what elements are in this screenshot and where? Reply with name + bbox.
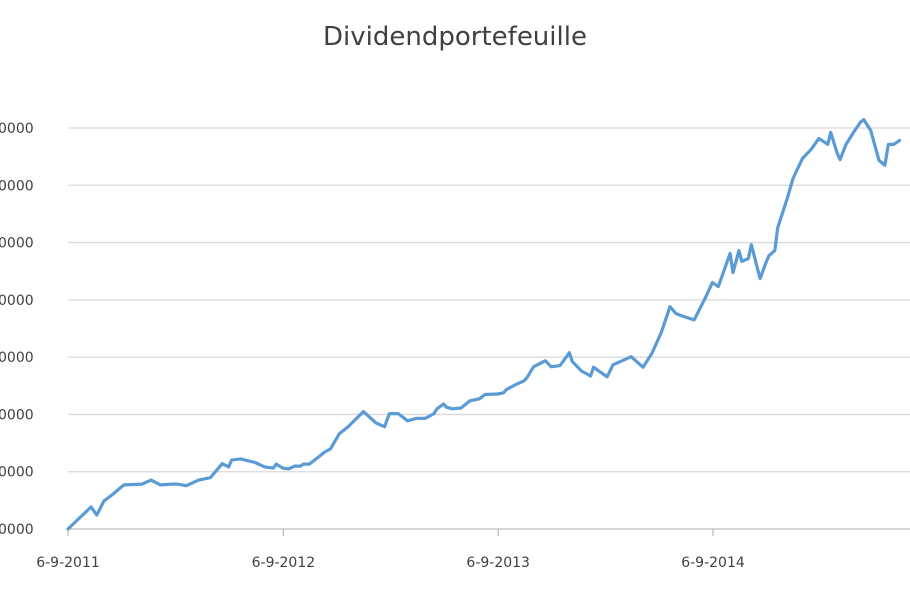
y-tick-label: 0000 [0, 465, 34, 481]
y-tick-label: 0000 [0, 236, 34, 252]
series-layer [66, 117, 902, 531]
y-tick-label: 0000 [0, 522, 34, 538]
x-axis [67, 528, 910, 536]
y-axis-tick-labels: 0000 0000 0000 0000 0000 0000 0000 0000 [0, 121, 34, 538]
y-tick-label: 0000 [0, 407, 34, 423]
gridlines [68, 127, 910, 473]
x-tick-label: 6-9-2013 [466, 555, 530, 571]
series-line [66, 117, 902, 531]
x-tick-label: 6-9-2014 [681, 555, 745, 571]
chart-title: Dividendportefeuille [323, 22, 587, 52]
x-tick-label: 6-9-2011 [36, 555, 100, 571]
x-tick-label: 6-9-2012 [252, 555, 316, 571]
y-tick-label: 0000 [0, 121, 34, 137]
y-tick-label: 0000 [0, 350, 34, 366]
x-axis-tick-labels: 6-9-2011 6-9-2012 6-9-2013 6-9-2014 [36, 555, 745, 571]
y-tick-label: 0000 [0, 293, 34, 309]
y-tick-label: 0000 [0, 178, 34, 194]
